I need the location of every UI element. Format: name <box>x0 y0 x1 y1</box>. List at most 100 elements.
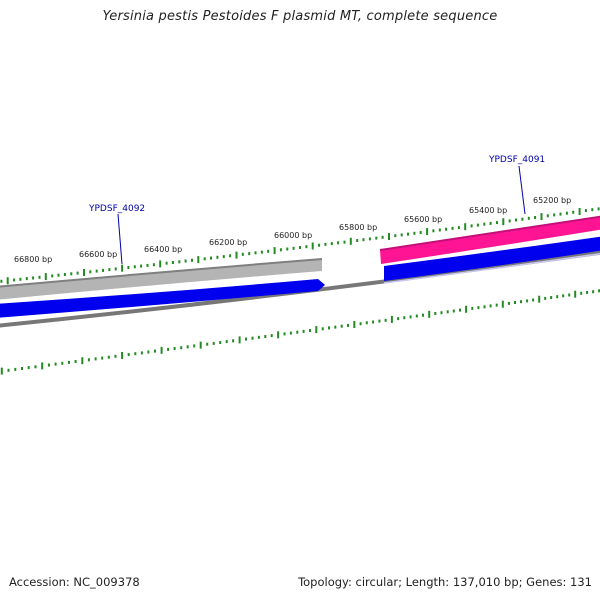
minor-tick <box>68 360 70 364</box>
minor-tick <box>270 334 273 338</box>
minor-tick <box>483 305 486 309</box>
major-tick <box>315 326 318 334</box>
ruler-labels: 66800 bp 66600 bp 66400 bp 66200 bp 6600… <box>14 196 571 264</box>
cds-feature-ypdsf-4092[interactable] <box>0 279 325 318</box>
minor-tick <box>165 261 168 265</box>
minor-tick <box>154 349 156 353</box>
minor-tick <box>47 363 50 367</box>
major-tick <box>388 233 390 240</box>
minor-tick <box>203 257 206 261</box>
minor-tick <box>495 303 498 307</box>
major-tick <box>353 321 356 328</box>
major-tick <box>159 260 162 268</box>
minor-tick <box>216 255 219 259</box>
minor-tick <box>438 228 441 232</box>
minor-tick <box>556 295 559 299</box>
minor-tick <box>343 240 346 244</box>
major-tick <box>578 208 581 215</box>
sequence-summary-text: Topology: circular; Length: 137,010 bp; … <box>298 575 592 589</box>
minor-tick <box>328 326 330 330</box>
minor-tick <box>279 248 282 252</box>
minor-tick <box>178 260 181 264</box>
minor-tick <box>546 214 549 218</box>
minor-tick <box>241 252 244 256</box>
major-tick <box>238 336 241 344</box>
minor-tick <box>186 345 189 349</box>
ruler-label: 65600 bp <box>404 215 442 224</box>
minor-tick <box>470 224 473 228</box>
major-tick <box>235 251 238 259</box>
minor-tick <box>13 278 16 282</box>
minor-tick <box>32 276 35 280</box>
minor-tick <box>76 271 79 275</box>
minor-tick <box>245 337 247 341</box>
minor-tick <box>397 317 400 321</box>
minor-tick <box>127 266 130 269</box>
minor-tick <box>347 323 349 327</box>
minor-tick <box>477 306 480 310</box>
minor-tick <box>74 360 77 363</box>
minor-tick <box>299 246 301 249</box>
inner-tick-ring <box>0 289 600 375</box>
minor-tick <box>324 242 327 246</box>
minor-tick <box>446 310 449 314</box>
minor-tick <box>19 277 22 281</box>
major-tick <box>428 310 431 318</box>
minor-tick <box>140 351 143 355</box>
minor-tick <box>496 221 498 225</box>
minor-tick <box>94 357 97 361</box>
minor-tick <box>147 350 150 354</box>
major-tick <box>0 367 3 375</box>
gene-feature-ypdsf-4092[interactable] <box>0 259 322 300</box>
major-tick <box>273 247 276 255</box>
minor-tick <box>440 311 443 315</box>
minor-tick <box>14 367 17 371</box>
major-tick <box>465 305 468 313</box>
minor-tick <box>409 315 412 319</box>
minor-tick <box>365 321 368 325</box>
major-tick <box>121 352 124 359</box>
minor-tick <box>193 344 196 348</box>
major-tick <box>426 228 429 236</box>
minor-tick <box>267 249 270 253</box>
minor-tick <box>289 331 292 335</box>
minor-tick <box>568 293 571 297</box>
minor-tick <box>206 342 209 346</box>
minor-tick <box>359 322 362 326</box>
major-tick <box>277 331 280 339</box>
minor-tick <box>57 273 60 277</box>
minor-tick <box>251 336 254 340</box>
minor-tick <box>591 208 594 212</box>
ruler-label: 66600 bp <box>79 250 117 259</box>
minor-tick <box>152 263 155 267</box>
minor-tick <box>171 261 174 264</box>
cds-feature-ypdsf-4091[interactable] <box>384 236 600 281</box>
minor-tick <box>133 265 136 269</box>
minor-tick <box>476 223 479 227</box>
major-tick <box>6 277 9 285</box>
minor-tick <box>572 210 575 214</box>
minor-tick <box>318 243 321 247</box>
major-tick <box>83 269 85 276</box>
minor-tick <box>515 218 517 222</box>
minor-tick <box>340 324 343 328</box>
minor-tick <box>544 296 547 300</box>
gene-label-ypdsf-4091[interactable]: YPDSF_4091 <box>488 155 545 165</box>
gene-feature-ypdsf-4091[interactable] <box>380 216 600 264</box>
minor-tick <box>337 241 340 245</box>
gene-feature-ypdsf-4091-edge <box>379 215 600 251</box>
minor-tick <box>248 252 251 256</box>
minor-tick <box>222 255 225 259</box>
minor-tick <box>489 304 492 308</box>
minor-tick <box>296 330 299 334</box>
major-tick <box>311 242 314 250</box>
cds-underline-ypdsf-4091 <box>383 252 600 284</box>
gene-label-ypdsf-4092[interactable]: YPDSF_4092 <box>88 204 145 214</box>
minor-tick <box>394 234 397 238</box>
minor-tick <box>592 290 595 294</box>
minor-tick <box>452 309 455 313</box>
minor-tick <box>597 207 600 211</box>
minor-tick <box>89 270 92 274</box>
major-tick <box>501 300 504 308</box>
minor-tick <box>146 263 149 267</box>
